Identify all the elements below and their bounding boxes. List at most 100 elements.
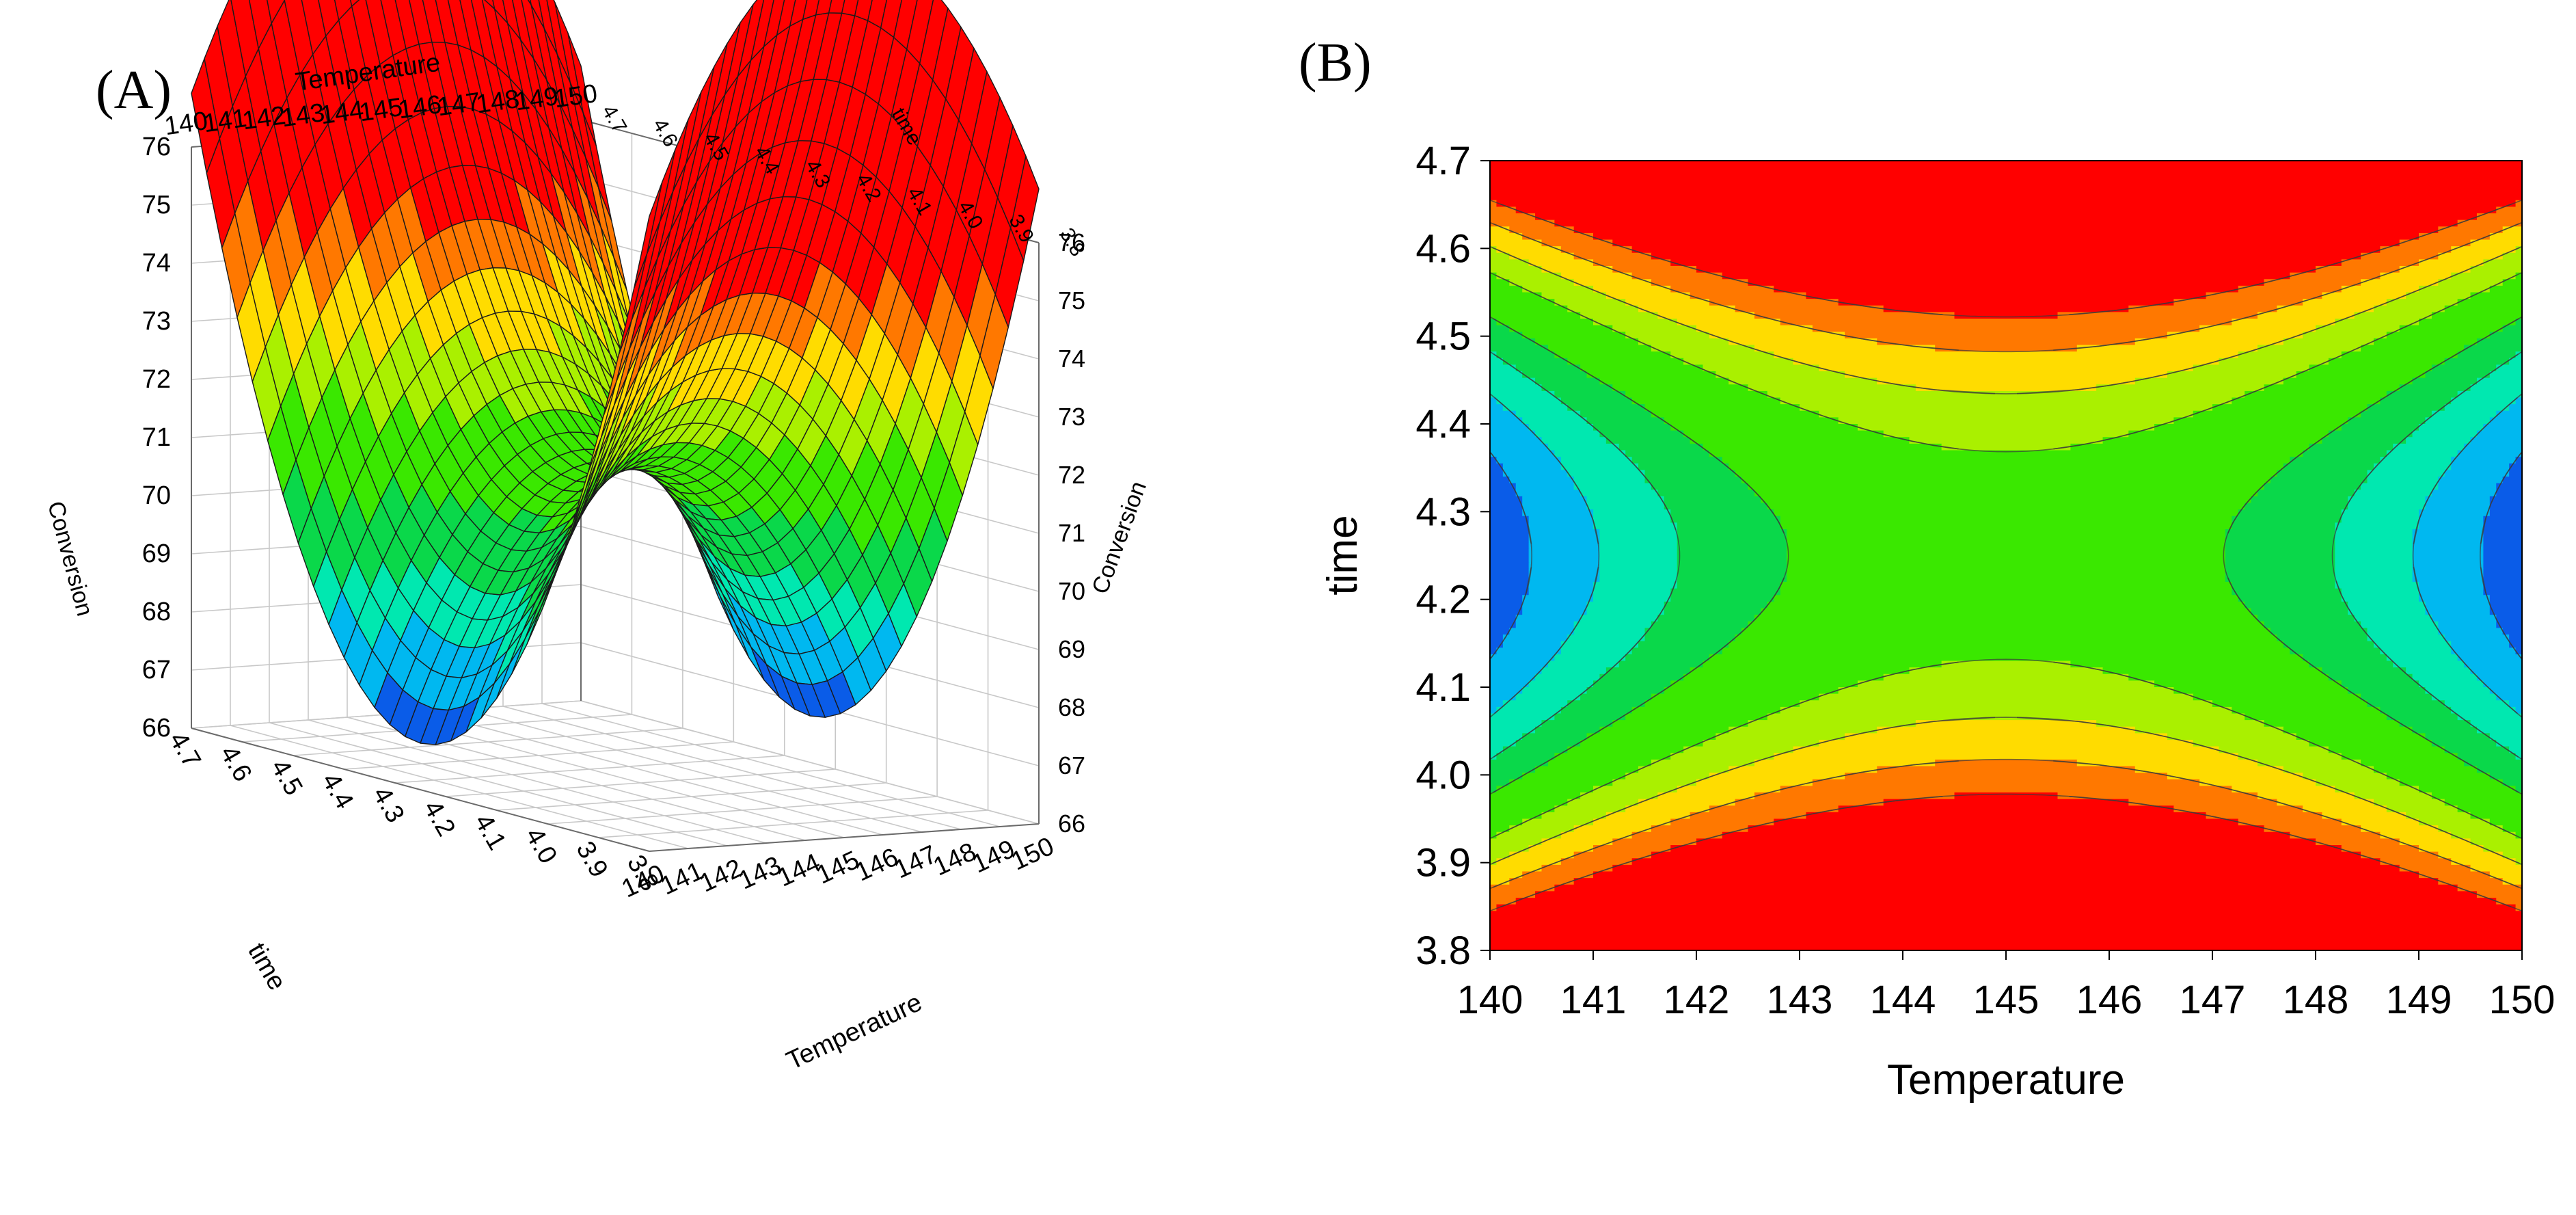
contour-band-cell bbox=[1683, 673, 1884, 682]
contour-band-cell bbox=[2457, 450, 2523, 457]
contour-band-cell bbox=[2154, 680, 2342, 688]
contour-band-cell bbox=[2438, 851, 2504, 859]
contour-band-cell bbox=[1573, 851, 1652, 859]
contour-band-cell bbox=[2496, 740, 2523, 747]
contour-band-cell bbox=[1670, 259, 2342, 267]
contour-band-cell bbox=[2412, 568, 2484, 576]
contour-band-cell bbox=[2322, 292, 2406, 299]
contour-band-cell bbox=[1522, 509, 1594, 517]
contour-band-cell bbox=[2438, 226, 2504, 234]
contour-band-cell bbox=[1638, 305, 1736, 313]
contour-band-cell bbox=[2386, 713, 2458, 721]
contour-band-cell bbox=[1490, 575, 1530, 583]
contour-band-cell bbox=[2167, 773, 2303, 780]
contour-band-cell bbox=[1670, 351, 1775, 359]
y-tick-label: 4.6 bbox=[1415, 226, 1471, 271]
contour-band-cell bbox=[1883, 430, 2130, 438]
contour-band-cell bbox=[1599, 548, 1678, 557]
contour-band-cell bbox=[2193, 740, 2310, 747]
contour-band-cell bbox=[1528, 424, 1594, 431]
contour-band-cell bbox=[1819, 410, 2194, 418]
contour-band-cell bbox=[1541, 720, 1614, 727]
contour-band-cell bbox=[2438, 621, 2497, 629]
y-tick-label: 3.9 bbox=[1415, 841, 1471, 885]
contour-band-cell bbox=[2238, 509, 2342, 517]
contour-band-cell bbox=[2270, 628, 2368, 635]
contour-band-cell bbox=[2361, 410, 2432, 418]
contour-band-cell bbox=[2419, 871, 2491, 879]
contour-band-cell bbox=[1567, 635, 1646, 642]
contour-band-cell bbox=[1593, 522, 1678, 530]
contour-band-cell bbox=[1490, 838, 1543, 846]
contour-band-cell bbox=[1490, 332, 1523, 339]
contour-band-cell bbox=[1754, 345, 1936, 352]
contour-band-cell bbox=[1490, 759, 1549, 767]
contour-band-cell bbox=[1522, 818, 1594, 826]
contour-band-cell bbox=[1670, 818, 1775, 826]
contour-band-cell bbox=[1625, 332, 1710, 339]
contour-band-cell bbox=[1490, 680, 1530, 688]
contour-band-cell bbox=[1490, 805, 1556, 813]
contour-band-cell bbox=[1845, 773, 2168, 780]
contour-band-cell bbox=[2173, 687, 2348, 695]
contour-band-cell bbox=[1515, 206, 2497, 214]
contour-band-cell bbox=[1490, 319, 1497, 326]
contour-band-cell bbox=[2457, 805, 2523, 813]
contour-band-cell bbox=[1490, 417, 1523, 425]
contour-band-cell bbox=[1554, 219, 2458, 228]
contour-band-cell bbox=[1857, 680, 2155, 688]
contour-band-cell bbox=[1664, 503, 1768, 510]
contour-band-cell bbox=[2451, 272, 2517, 280]
contour-band-cell bbox=[1490, 292, 1543, 299]
contour-band-cell bbox=[1490, 673, 1536, 682]
contour-band-cell bbox=[2419, 522, 2484, 530]
contour-band-cell bbox=[1567, 470, 1646, 477]
contour-band-cell bbox=[1915, 384, 2097, 392]
contour-band-cell bbox=[1735, 470, 2278, 477]
contour-line bbox=[1493, 760, 1959, 888]
contour-band-cell bbox=[2412, 535, 2484, 544]
contour-band-cell bbox=[1490, 450, 1556, 457]
contour-band-cell bbox=[2380, 706, 2452, 715]
contour-band-cell bbox=[1528, 529, 1601, 537]
contour-band-cell bbox=[1490, 864, 1543, 872]
contour-band-cell bbox=[1522, 503, 1588, 510]
contour-band-cell bbox=[1800, 404, 2213, 412]
contour-band-cell bbox=[1787, 535, 2226, 544]
contour-band-cell bbox=[2296, 733, 2426, 740]
contour-band-cell bbox=[2225, 575, 2336, 583]
contour-band-cell bbox=[1877, 377, 2136, 386]
floor-grid-line bbox=[230, 725, 689, 849]
contour-band-cell bbox=[2341, 595, 2419, 602]
contour-band-cell bbox=[2225, 562, 2336, 570]
contour-band-cell bbox=[1599, 575, 1678, 583]
axis-title-temperature-bottom: Temperature bbox=[782, 988, 926, 1076]
contour-band-cell bbox=[2341, 818, 2419, 826]
contour-band-cell bbox=[1625, 713, 1768, 721]
contour-band-cell bbox=[2361, 621, 2439, 629]
contour-line bbox=[1492, 717, 1996, 864]
contour-band-cell bbox=[1774, 818, 2239, 826]
contour-band-cell bbox=[2199, 325, 2316, 333]
contour-band-cell bbox=[1490, 740, 1517, 747]
contour-band-cell bbox=[1515, 364, 1581, 372]
contour-band-cell bbox=[2335, 575, 2413, 583]
contour-band-cell bbox=[1651, 621, 1749, 629]
contour-band-cell bbox=[2341, 424, 2419, 431]
contour-band-cell bbox=[1490, 647, 1497, 655]
contour-band-cell bbox=[1515, 898, 2497, 905]
contour-band-cell bbox=[2489, 417, 2523, 425]
contour-band-cell bbox=[2412, 562, 2484, 570]
contour-band-cell bbox=[1560, 272, 1633, 280]
contour-band-cell bbox=[2502, 226, 2523, 234]
conversion-tick-left: 73 bbox=[142, 307, 171, 336]
temperature-tick-top: 140 bbox=[163, 107, 210, 141]
contour-band-cell bbox=[1683, 430, 1884, 438]
contour-band-cell bbox=[1716, 371, 1845, 379]
contour-band-cell bbox=[2341, 845, 2419, 853]
contour-band-cell bbox=[2399, 266, 2471, 273]
contour-band-cell bbox=[1787, 555, 2226, 563]
contour-band-cell bbox=[1515, 410, 1581, 418]
contour-band-cell bbox=[1496, 272, 1562, 280]
contour-band-cell bbox=[1490, 621, 1517, 629]
